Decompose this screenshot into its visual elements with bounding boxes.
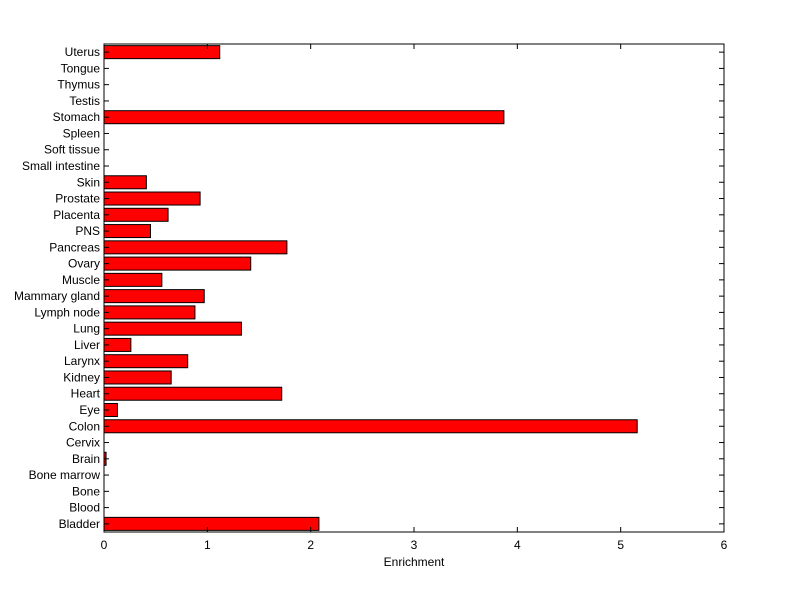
category-label: PNS — [75, 224, 100, 238]
bar — [103, 175, 147, 190]
category-label: Spleen — [63, 126, 100, 140]
bar — [103, 354, 189, 369]
bar — [103, 224, 151, 239]
category-label: Prostate — [55, 192, 100, 206]
category-label: Pancreas — [49, 240, 100, 254]
category-label: Bone marrow — [29, 468, 101, 482]
category-label: Colon — [69, 419, 100, 433]
category-label: Stomach — [53, 110, 100, 124]
x-tick-label: 3 — [411, 538, 418, 552]
bar — [103, 256, 252, 271]
bar — [103, 272, 163, 287]
x-tick-labels: 0 1 2 3 4 5 6 — [101, 538, 728, 552]
x-axis-label: Enrichment — [384, 555, 445, 569]
category-label: Ovary — [68, 257, 100, 271]
category-label: Kidney — [63, 370, 100, 384]
category-label: Muscle — [62, 273, 100, 287]
category-label: Thymus — [57, 78, 100, 92]
category-labels: Bladder Blood Bone Bone marrow Brain Cervix Co… — [14, 45, 101, 531]
x-tick-label: 1 — [204, 538, 211, 552]
x-tick-label: 4 — [514, 538, 521, 552]
category-label: Mammary gland — [14, 289, 100, 303]
category-label: Lung — [73, 322, 100, 336]
category-label: Testis — [69, 94, 100, 108]
category-label: Larynx — [64, 354, 100, 368]
x-tick-label: 5 — [617, 538, 624, 552]
category-label: Cervix — [66, 436, 100, 450]
category-label: Small intestine — [22, 159, 100, 173]
category-label: Eye — [79, 403, 100, 417]
bar — [103, 419, 638, 434]
bar — [103, 207, 169, 222]
category-label: Brain — [72, 452, 100, 466]
category-label: Bone — [72, 484, 100, 498]
category-label: Placenta — [53, 208, 100, 222]
category-label: Heart — [71, 387, 101, 401]
bar — [103, 305, 196, 320]
x-tick-label: 6 — [721, 538, 728, 552]
category-label: Tongue — [61, 61, 101, 75]
bar — [103, 240, 288, 255]
bar — [103, 191, 201, 206]
category-label: Skin — [77, 175, 100, 189]
ticks — [103, 44, 725, 532]
bar — [103, 321, 242, 336]
category-label: Uterus — [65, 45, 100, 59]
bars — [103, 45, 638, 531]
category-label: Blood — [69, 501, 100, 515]
bar — [103, 516, 320, 531]
category-label: Bladder — [59, 517, 100, 531]
category-label: Soft tissue — [44, 143, 100, 157]
bar — [103, 110, 505, 125]
category-label: Lymph node — [34, 305, 100, 319]
plot-frame — [103, 43, 725, 533]
bar — [103, 45, 221, 60]
bar — [103, 289, 205, 304]
category-label: Liver — [74, 338, 100, 352]
x-tick-label: 0 — [101, 538, 108, 552]
x-tick-label: 2 — [307, 538, 314, 552]
bar — [103, 370, 172, 385]
bar — [103, 386, 283, 401]
